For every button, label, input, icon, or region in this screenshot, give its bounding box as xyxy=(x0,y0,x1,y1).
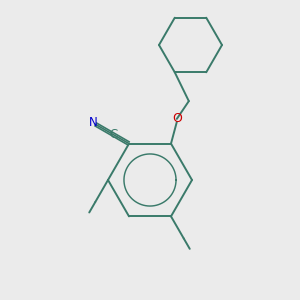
Text: C: C xyxy=(110,128,118,141)
Text: N: N xyxy=(89,116,98,129)
Text: O: O xyxy=(172,112,182,125)
